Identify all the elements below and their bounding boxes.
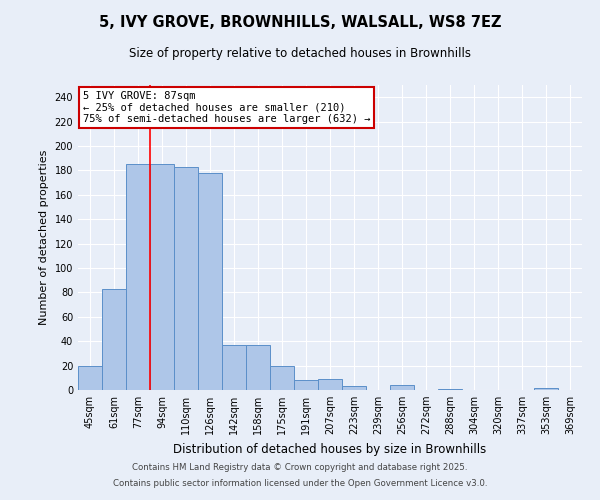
Bar bbox=[438, 389, 462, 390]
Text: Contains public sector information licensed under the Open Government Licence v3: Contains public sector information licen… bbox=[113, 478, 487, 488]
Bar bbox=[198, 173, 222, 390]
Text: Contains HM Land Registry data © Crown copyright and database right 2025.: Contains HM Land Registry data © Crown c… bbox=[132, 464, 468, 472]
Bar bbox=[534, 388, 558, 390]
Bar bbox=[342, 386, 366, 390]
Bar bbox=[222, 345, 246, 390]
Bar bbox=[78, 366, 102, 390]
Text: 5, IVY GROVE, BROWNHILLS, WALSALL, WS8 7EZ: 5, IVY GROVE, BROWNHILLS, WALSALL, WS8 7… bbox=[99, 15, 501, 30]
X-axis label: Distribution of detached houses by size in Brownhills: Distribution of detached houses by size … bbox=[173, 442, 487, 456]
Text: 5 IVY GROVE: 87sqm
← 25% of detached houses are smaller (210)
75% of semi-detach: 5 IVY GROVE: 87sqm ← 25% of detached hou… bbox=[83, 91, 371, 124]
Bar bbox=[246, 345, 270, 390]
Y-axis label: Number of detached properties: Number of detached properties bbox=[39, 150, 49, 325]
Bar bbox=[174, 166, 198, 390]
Text: Size of property relative to detached houses in Brownhills: Size of property relative to detached ho… bbox=[129, 48, 471, 60]
Bar bbox=[102, 288, 126, 390]
Bar bbox=[390, 385, 414, 390]
Bar bbox=[150, 164, 174, 390]
Bar bbox=[270, 366, 294, 390]
Bar bbox=[126, 164, 150, 390]
Bar bbox=[318, 379, 342, 390]
Bar bbox=[294, 380, 318, 390]
